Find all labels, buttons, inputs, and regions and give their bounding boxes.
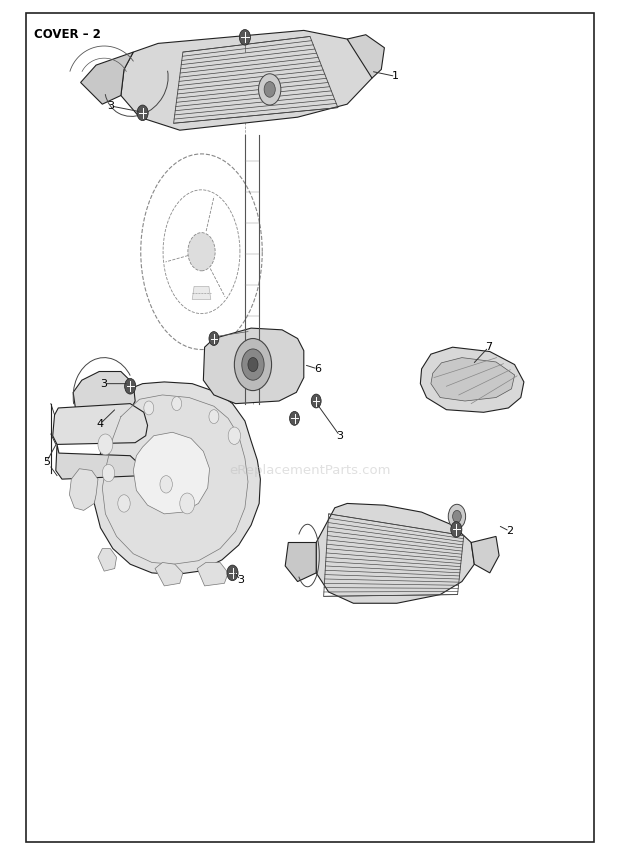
Circle shape (209, 410, 219, 424)
Text: 6: 6 (314, 364, 321, 374)
Polygon shape (316, 503, 474, 603)
Text: 1: 1 (392, 71, 399, 82)
Polygon shape (197, 562, 228, 586)
Circle shape (160, 476, 172, 493)
Polygon shape (192, 286, 211, 299)
Text: COVER – 2: COVER – 2 (34, 28, 101, 41)
Text: 3: 3 (336, 431, 343, 441)
Circle shape (234, 339, 272, 391)
Circle shape (451, 522, 462, 537)
Circle shape (448, 504, 466, 529)
Polygon shape (431, 358, 515, 401)
Circle shape (118, 495, 130, 512)
Text: 7: 7 (485, 342, 492, 352)
Polygon shape (285, 542, 316, 582)
Text: eReplacementParts.com: eReplacementParts.com (229, 464, 391, 477)
Text: 2: 2 (506, 526, 513, 536)
Circle shape (239, 30, 250, 45)
Circle shape (98, 434, 113, 455)
Polygon shape (203, 328, 304, 404)
Polygon shape (471, 536, 499, 573)
Polygon shape (69, 469, 98, 510)
Circle shape (242, 349, 264, 380)
Polygon shape (420, 347, 524, 412)
Polygon shape (133, 432, 210, 514)
Polygon shape (94, 382, 260, 575)
Circle shape (209, 332, 219, 345)
Circle shape (264, 82, 275, 97)
Polygon shape (56, 444, 141, 479)
Circle shape (172, 397, 182, 411)
Circle shape (228, 427, 241, 444)
Circle shape (248, 358, 258, 372)
Text: 3: 3 (107, 101, 114, 111)
Circle shape (137, 105, 148, 121)
Circle shape (311, 394, 321, 408)
Polygon shape (347, 35, 384, 78)
Text: 5: 5 (43, 457, 50, 467)
Text: 3: 3 (237, 575, 244, 585)
Polygon shape (81, 52, 133, 104)
Polygon shape (73, 372, 135, 425)
Circle shape (102, 464, 115, 482)
Polygon shape (53, 404, 148, 444)
Circle shape (290, 411, 299, 425)
Circle shape (144, 401, 154, 415)
Circle shape (125, 378, 136, 394)
Text: 3: 3 (100, 378, 108, 389)
Polygon shape (121, 30, 372, 130)
Polygon shape (155, 562, 183, 586)
Text: 4: 4 (97, 418, 104, 429)
Circle shape (453, 510, 461, 523)
Circle shape (227, 565, 238, 581)
Polygon shape (98, 549, 117, 571)
Circle shape (180, 493, 195, 514)
Circle shape (259, 74, 281, 105)
Circle shape (188, 233, 215, 271)
